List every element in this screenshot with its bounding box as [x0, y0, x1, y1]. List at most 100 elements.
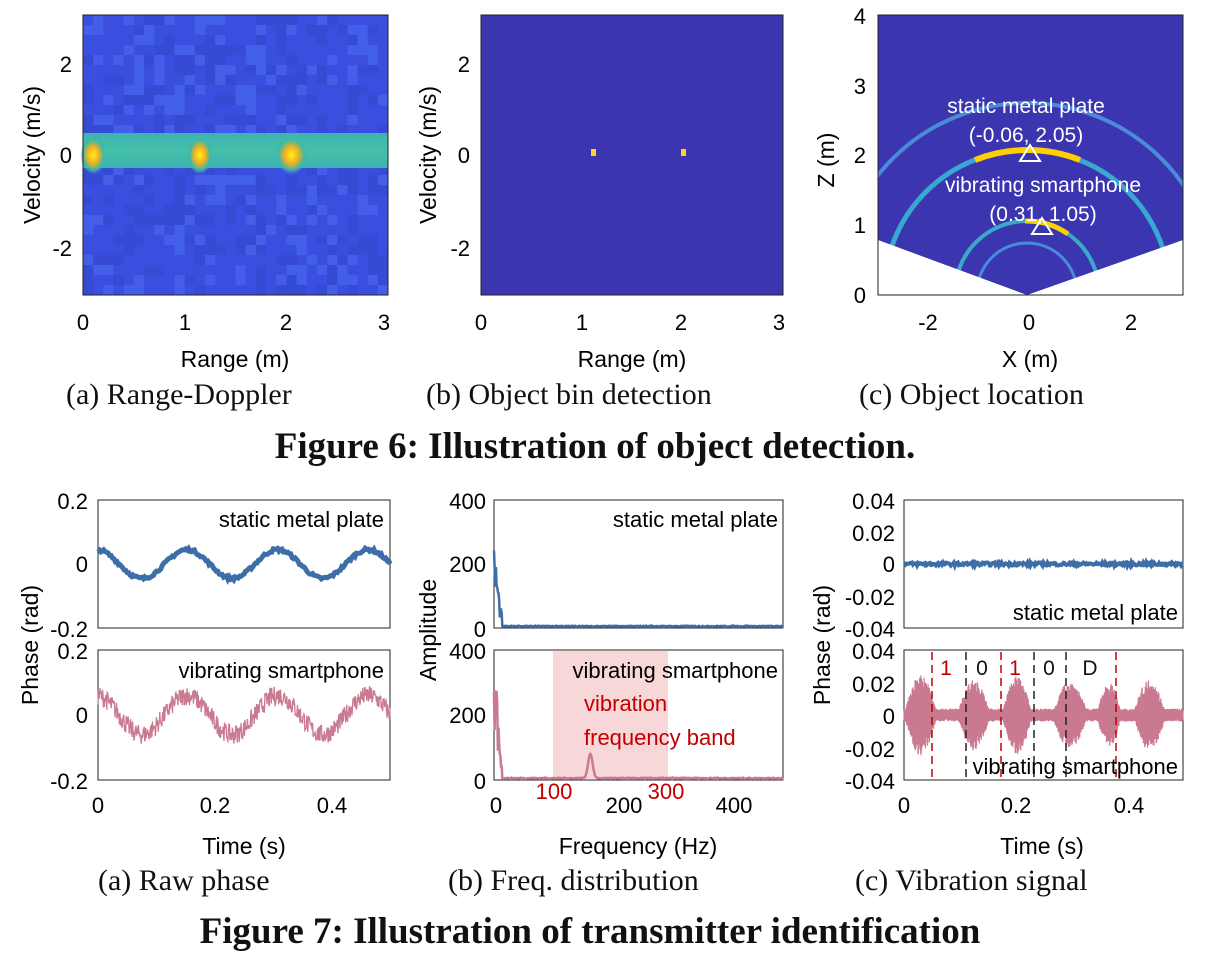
- fig6a-noise-cell: [286, 255, 297, 265]
- fig6a-noise-cell: [367, 205, 378, 215]
- fig6a-noise-cell: [144, 265, 155, 275]
- fig7c-bit-label: 0: [976, 657, 988, 680]
- fig6a-noise-cell: [347, 85, 358, 95]
- fig6a-noise-cell: [184, 205, 195, 215]
- fig6a-noise-cell: [255, 235, 267, 245]
- fig6a-noise-cell: [306, 65, 317, 75]
- fig6a-noise-cell: [357, 195, 368, 205]
- fig6a-noise-cell: [235, 195, 246, 205]
- fig6a-noise-cell: [357, 235, 368, 245]
- fig6a-noise-cell: [296, 185, 307, 195]
- fig6a-noise-cell: [347, 215, 358, 225]
- fig6a-noise-cell: [286, 15, 297, 25]
- fig6b-xtick: 3: [773, 310, 785, 335]
- fig7c-ytick: 0.04: [852, 489, 895, 514]
- figure6-title: Figure 6: Illustration of object detecti…: [274, 426, 916, 467]
- fig6a-noise-cell: [144, 55, 155, 65]
- fig7c-ytick: -0.04: [845, 769, 895, 794]
- fig6a-noise-cell: [215, 55, 226, 65]
- fig6a-noise-cell: [245, 65, 256, 75]
- fig6a-noise-cell: [286, 285, 297, 295]
- fig6a-noise-cell: [235, 235, 246, 245]
- fig6a-noise-cell: [255, 275, 267, 285]
- fig6a-noise-cell: [296, 65, 307, 75]
- fig7b-static-plate-spectrum: [492, 550, 784, 629]
- fig6a-noise-cell: [225, 115, 236, 125]
- fig6a-noise-cell: [154, 215, 165, 225]
- fig7a-ylabel: Phase (rad): [17, 585, 43, 705]
- fig6a-noise-cell: [276, 255, 287, 265]
- fig6a-noise-cell: [174, 55, 185, 65]
- fig6a-noise-cell: [245, 175, 256, 185]
- fig6a-xtick: 2: [280, 310, 292, 335]
- fig6a-noise-cell: [225, 125, 236, 135]
- fig6a-noise-cell: [113, 55, 124, 65]
- fig6a-panel: 2 0 -2 0 1 2 3 Range (m) Velocity (m/s): [19, 14, 390, 372]
- fig6b-caption: (b) Object bin detection: [426, 378, 712, 411]
- fig6a-noise-cell: [144, 85, 155, 95]
- fig6a-noise-cell: [276, 215, 287, 225]
- fig6a-noise-cell: [93, 25, 104, 35]
- fig6a-hot-spot: [186, 136, 213, 174]
- fig6a-noise-cell: [235, 85, 246, 95]
- fig6b-detection-bin: [681, 149, 686, 156]
- fig6a-ylabel: Velocity (m/s): [19, 86, 45, 224]
- fig7c-ytick: -0.02: [845, 737, 895, 762]
- fig6a-noise-cell: [174, 215, 185, 225]
- fig6a-noise-cell: [286, 275, 297, 285]
- fig7c-top-legend: static metal plate: [1013, 600, 1178, 625]
- fig6a-noise-cell: [245, 235, 256, 245]
- fig6c-xlabel: X (m): [1002, 346, 1058, 372]
- fig6a-noise-cell: [245, 205, 256, 215]
- fig6a-noise-cell: [286, 185, 297, 195]
- fig6a-noise-cell: [276, 195, 287, 205]
- fig6a-noise-cell: [316, 265, 328, 275]
- fig6a-noise-cell: [144, 35, 155, 45]
- fig7a-ytick: -0.2: [50, 617, 88, 642]
- fig7a-static-plate-line: [96, 544, 393, 585]
- fig7b-xtick: 200: [606, 793, 643, 818]
- fig6a-noise-cell: [123, 85, 134, 95]
- fig6a-noise-cell: [367, 175, 378, 185]
- fig6a-noise-cell: [255, 175, 267, 185]
- fig6a-noise-cell: [357, 245, 368, 255]
- fig6a-noise-cell: [367, 245, 378, 255]
- fig6a-noise-cell: [174, 245, 185, 255]
- fig6a-noise-cell: [174, 65, 185, 75]
- fig6a-noise-cell: [276, 25, 287, 35]
- fig6a-noise-cell: [327, 215, 338, 225]
- fig6a-noise-cell: [184, 235, 195, 245]
- fig6a-hot-spots: [80, 136, 308, 174]
- fig6a-noise-cell: [337, 235, 348, 245]
- fig6a-noise-cell: [306, 165, 317, 175]
- fig6a-noise-cell: [357, 25, 368, 35]
- fig6a-noise-cell: [113, 235, 124, 245]
- fig7c-xtick: 0.2: [1001, 793, 1032, 818]
- fig6a-noise-cell: [306, 205, 317, 215]
- fig6a-noise-cell: [144, 195, 155, 205]
- fig6a-noise-cell: [174, 205, 185, 215]
- fig6a-noise-cell: [306, 195, 317, 205]
- fig6a-noise-cell: [245, 115, 256, 125]
- fig6b-xtick: 0: [475, 310, 487, 335]
- fig6a-noise-cell: [83, 115, 94, 125]
- fig6a-noise-cell: [266, 85, 277, 95]
- fig6a-noise-cell: [316, 25, 328, 35]
- fig6a-noise-cell: [377, 175, 389, 185]
- fig7c-caption: (c) Vibration signal: [855, 864, 1088, 897]
- fig6a-noise-cell: [357, 85, 368, 95]
- fig6b-ytick: 0: [458, 143, 470, 168]
- fig6a-noise-cell: [245, 45, 256, 55]
- fig6a-noise-cell: [164, 215, 175, 225]
- fig7b-ytick: 400: [449, 639, 486, 664]
- fig6a-noise-cell: [276, 65, 287, 75]
- fig7a-bottom-legend: vibrating smartphone: [179, 658, 384, 683]
- fig6a-noise-cell: [83, 275, 94, 285]
- fig6a-noise-cell: [367, 55, 378, 65]
- fig6a-noise-cell: [184, 195, 195, 205]
- fig7b-xlabel: Frequency (Hz): [559, 833, 717, 859]
- fig6a-zero-velocity-band: [83, 133, 388, 168]
- fig6a-ytick: 0: [60, 143, 72, 168]
- fig6a-noise-cell: [367, 65, 378, 75]
- fig6a-noise-cell: [123, 105, 134, 115]
